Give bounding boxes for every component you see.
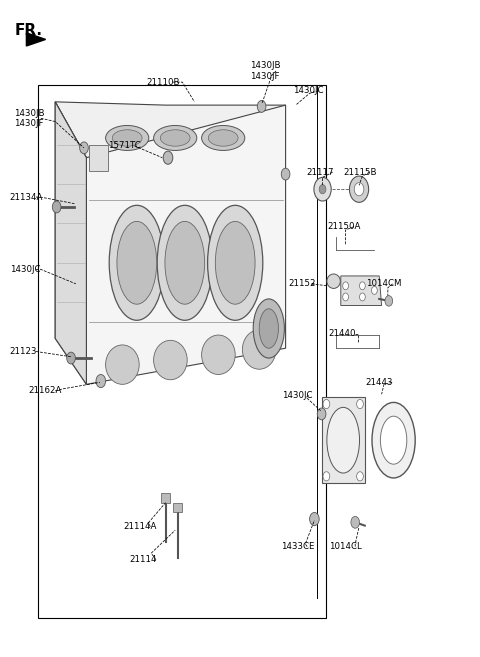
Circle shape (351, 516, 360, 528)
Circle shape (281, 168, 290, 180)
Text: 21152: 21152 (288, 279, 315, 288)
Ellipse shape (109, 205, 164, 321)
Ellipse shape (216, 221, 255, 304)
Polygon shape (55, 102, 86, 384)
Ellipse shape (253, 299, 284, 358)
Circle shape (349, 176, 369, 202)
Polygon shape (322, 397, 365, 483)
Ellipse shape (202, 125, 245, 150)
Text: 21117: 21117 (306, 168, 334, 177)
Circle shape (354, 183, 364, 196)
Polygon shape (86, 105, 286, 384)
Ellipse shape (202, 335, 235, 374)
Text: FR.: FR. (14, 23, 42, 38)
Polygon shape (26, 33, 46, 46)
Ellipse shape (157, 205, 212, 321)
Text: 21134A: 21134A (10, 193, 43, 202)
Text: 21115B: 21115B (343, 168, 377, 177)
Circle shape (317, 408, 326, 420)
Circle shape (319, 185, 326, 194)
Text: 1430JB
1430JF: 1430JB 1430JF (14, 108, 45, 128)
Text: 21114: 21114 (130, 555, 157, 564)
Ellipse shape (160, 130, 190, 147)
Text: 21443: 21443 (366, 378, 393, 387)
Circle shape (360, 293, 365, 301)
Bar (173, 503, 182, 512)
Polygon shape (55, 102, 86, 384)
Circle shape (360, 282, 365, 290)
Circle shape (372, 286, 377, 294)
Ellipse shape (327, 274, 340, 288)
Circle shape (343, 282, 348, 290)
Circle shape (96, 374, 106, 388)
Circle shape (52, 201, 61, 213)
Text: 21150A: 21150A (327, 222, 361, 231)
Circle shape (80, 142, 88, 154)
Ellipse shape (207, 205, 263, 321)
Text: 21114A: 21114A (124, 522, 157, 532)
Ellipse shape (259, 309, 278, 348)
Ellipse shape (380, 417, 407, 464)
Circle shape (357, 399, 363, 409)
Polygon shape (341, 276, 382, 306)
Circle shape (163, 151, 173, 164)
Text: 1014CM: 1014CM (366, 279, 402, 288)
Ellipse shape (165, 221, 204, 304)
Circle shape (343, 293, 348, 301)
Text: 1430JC: 1430JC (282, 391, 313, 400)
Circle shape (310, 512, 319, 526)
Text: 21123: 21123 (10, 347, 37, 356)
Ellipse shape (106, 345, 139, 384)
Text: 1430JC: 1430JC (10, 265, 40, 274)
Text: 21440: 21440 (329, 329, 356, 338)
Ellipse shape (208, 130, 238, 147)
Bar (161, 493, 170, 503)
Ellipse shape (106, 125, 149, 150)
Circle shape (385, 296, 393, 306)
Ellipse shape (242, 330, 276, 369)
Circle shape (323, 472, 330, 481)
Ellipse shape (372, 402, 415, 478)
Polygon shape (89, 145, 108, 171)
Text: 21110B: 21110B (146, 78, 180, 87)
Ellipse shape (154, 125, 197, 150)
Bar (38, 85, 326, 618)
Text: 1433CE: 1433CE (281, 542, 314, 551)
Circle shape (357, 472, 363, 481)
Ellipse shape (117, 221, 156, 304)
Ellipse shape (112, 130, 142, 147)
Circle shape (257, 101, 266, 112)
Text: 1014CL: 1014CL (329, 542, 361, 551)
Ellipse shape (327, 407, 360, 473)
Text: 1430JC: 1430JC (293, 86, 324, 95)
Circle shape (314, 177, 331, 201)
Circle shape (67, 352, 75, 364)
Text: 1571TC: 1571TC (108, 141, 141, 150)
Text: 1430JB
1430JF: 1430JB 1430JF (250, 61, 280, 81)
Text: 21162A: 21162A (29, 386, 62, 396)
Polygon shape (55, 102, 286, 158)
Ellipse shape (154, 340, 187, 380)
Circle shape (323, 399, 330, 409)
